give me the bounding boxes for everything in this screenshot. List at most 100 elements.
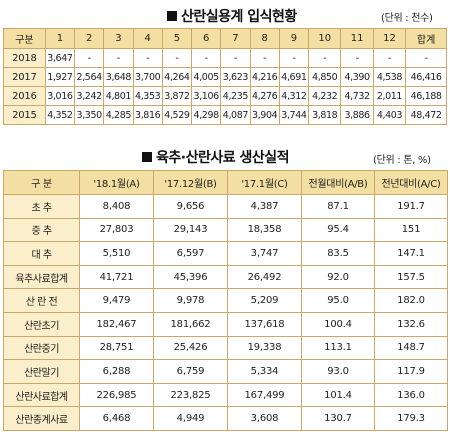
- table-cell: 4,087: [220, 105, 251, 125]
- table-cell: 3,647: [44, 48, 76, 68]
- table-cell: 3,350: [74, 105, 105, 125]
- table-cell: 29,143: [153, 217, 228, 243]
- table1-header-cell: 9: [278, 28, 310, 49]
- table-cell: 182,467: [79, 311, 154, 337]
- table-cell: 45,396: [153, 264, 228, 290]
- table2-row: 대 추 5,510 6,597 3,747 83.5 147.1: [3, 241, 448, 266]
- table-cell: 4,276: [249, 86, 280, 106]
- row-label: 2017: [3, 67, 46, 87]
- table-cell: 4,005: [191, 67, 222, 87]
- table-cell: 4,538: [372, 67, 407, 87]
- table-cell: 46,188: [405, 86, 447, 106]
- table-cell: 4,390: [340, 67, 374, 87]
- table-cell: 6,288: [79, 359, 154, 384]
- table-cell: 3,242: [74, 86, 105, 106]
- table1-header-cell: 6: [191, 28, 222, 49]
- table-cell: 4,353: [132, 86, 163, 106]
- table1-body: 2018 3,647- - - - - - - - - - - -2017 1,927 2,564 3,648…: [3, 48, 447, 125]
- table-cell: 46,416: [405, 67, 447, 87]
- table-cell: 179.3: [374, 406, 448, 431]
- table-cell: 3,744: [278, 105, 310, 125]
- table-cell: 4,691: [278, 67, 310, 87]
- table-cell: 3,623: [220, 67, 251, 87]
- row-label: 산란초기: [3, 311, 80, 337]
- table-cell: 93.0: [301, 359, 375, 384]
- table-cell: -: [249, 48, 280, 68]
- table-cell: 181,662: [153, 311, 228, 337]
- table-cell: 6,759: [153, 359, 228, 384]
- table2-row: 산 란 전 9,479 9,978 5,209 95.0 182.0: [3, 288, 448, 313]
- table-cell: 26,492: [227, 264, 302, 290]
- table-cell: 4,298: [191, 105, 222, 125]
- table-cell: -: [132, 48, 163, 68]
- table-cell: 3,016: [44, 86, 76, 106]
- table-cell: 3,816: [132, 105, 163, 125]
- square-bullet-icon: [167, 11, 177, 21]
- table-cell: 4,352: [44, 105, 76, 125]
- table-cell: 8,408: [79, 194, 154, 219]
- table-cell: 157.5: [374, 264, 448, 290]
- table1-row: 2018 3,647- - - - - - - - - - - -: [3, 48, 447, 68]
- table-cell: 18,358: [227, 217, 302, 243]
- table1-header-cell: 7: [220, 28, 251, 49]
- row-label: 2018: [3, 48, 46, 68]
- table-cell: 95.4: [301, 217, 375, 243]
- table-cell: 4,529: [161, 105, 193, 125]
- table-cell: 148.7: [374, 335, 448, 361]
- table1-header-row: 구분 1 2 3 4 5 6 7 8 9 10 11 12 합계: [3, 28, 447, 49]
- table-cell: 5,209: [227, 288, 302, 313]
- table-cell: 4,216: [249, 67, 280, 87]
- table-cell: 226,985: [79, 382, 154, 408]
- table-cell: 4,285: [103, 105, 134, 125]
- table2-title-text: 육추·산란사료 생산실적: [156, 150, 290, 166]
- table1-row: 2015 4,352 3,350 4,285 3,816 4,529 4,298 4,087 3…: [3, 105, 447, 125]
- table-cell: 5,334: [227, 359, 302, 384]
- row-label: 대 추: [3, 241, 80, 266]
- table-cell: 3,700: [132, 67, 163, 87]
- table-cell: 6,468: [79, 406, 154, 431]
- row-label: 2016: [3, 86, 46, 106]
- table-cell: -: [372, 48, 407, 68]
- table2-header-cell: '17.1월(C): [227, 170, 302, 195]
- square-bullet-icon: [142, 152, 152, 162]
- table-cell: 87.1: [301, 194, 375, 219]
- table-cell: 3,648: [103, 67, 134, 87]
- table-cell: 130.7: [301, 406, 375, 431]
- table2-header-cell: '17.12월(B): [153, 170, 228, 195]
- table-cell: 137,618: [227, 311, 302, 337]
- row-label: 산란종계사료: [3, 406, 80, 431]
- table2-header-cell: 전월대비(A/B): [301, 170, 375, 195]
- table-cell: 223,825: [153, 382, 228, 408]
- table-cell: -: [161, 48, 193, 68]
- table-cell: 132.6: [374, 311, 448, 337]
- table-cell: 4,403: [372, 105, 407, 125]
- table-cell: 3,747: [227, 241, 302, 266]
- table2-body: 초 추 8,408 9,656 4,387 87.1 191.7 중 추 27,803 29,1…: [3, 194, 448, 431]
- table2-row: 산란말기 6,288 6,759 5,334 93.0 117.9: [3, 359, 448, 384]
- table-cell: 4,801: [103, 86, 134, 106]
- chick-placement-table: 구분 1 2 3 4 5 6 7 8 9 10 11 12 합계 2018 3,6…: [3, 28, 447, 125]
- table-cell: 113.1: [301, 335, 375, 361]
- table-cell: -: [278, 48, 310, 68]
- table-cell: 83.5: [301, 241, 375, 266]
- table-cell: 4,235: [220, 86, 251, 106]
- table2-header-row: 구 분 '18.1월(A) '17.12월(B) '17.1월(C) 전월대비(…: [3, 170, 448, 195]
- table2-header-cell: '18.1월(A): [79, 170, 154, 195]
- table2-row: 산란종계사료 6,468 4,949 3,608 130.7 179.3: [3, 406, 448, 431]
- row-label: 산란중기: [3, 335, 80, 361]
- table2-row: 육추사료합계 41,721 45,396 26,492 92.0 157.5: [3, 264, 448, 290]
- table-cell: 1,927: [44, 67, 76, 87]
- table-cell: 9,656: [153, 194, 228, 219]
- table-cell: 3,886: [340, 105, 374, 125]
- table1-row: 2016 3,016 3,242 4,801 4,353 3,872 3,106 4,235 4…: [3, 86, 447, 106]
- table1-header-cell: 4: [132, 28, 163, 49]
- table-cell: 182.0: [374, 288, 448, 313]
- table2-header-cell: 전년대비(A/C): [374, 170, 448, 195]
- table1-row: 2017 1,927 2,564 3,648 3,700 4,264 4,005 3,623 4…: [3, 67, 447, 87]
- table1-title: 산란실용계 입식현황: [167, 6, 297, 26]
- table1-header-cell: 12: [372, 28, 407, 49]
- table-cell: 9,978: [153, 288, 228, 313]
- table-cell: 41,721: [79, 264, 154, 290]
- table-cell: -: [103, 48, 134, 68]
- row-label: 산란말기: [3, 359, 80, 384]
